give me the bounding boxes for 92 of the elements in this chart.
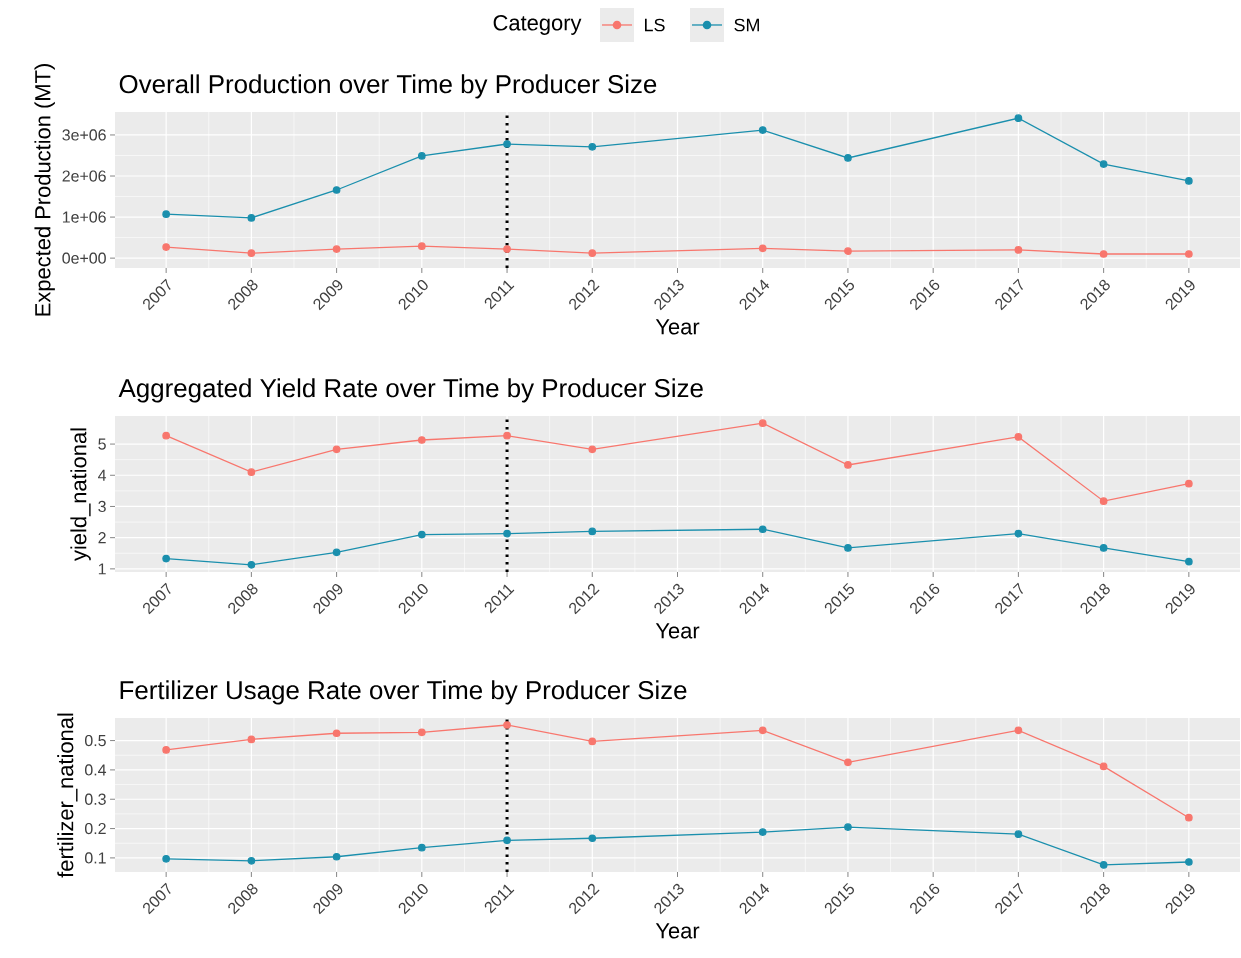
point <box>1185 557 1193 566</box>
point <box>758 828 767 836</box>
point <box>758 126 767 134</box>
point <box>758 726 767 735</box>
point <box>162 554 170 563</box>
point <box>1014 529 1023 538</box>
point <box>758 419 767 428</box>
point <box>1099 762 1108 771</box>
y-tick-label: 1 <box>98 563 106 575</box>
point <box>162 746 170 754</box>
point <box>332 245 341 253</box>
point <box>758 244 767 253</box>
y-tick-label: 2 <box>98 532 106 544</box>
point <box>1185 250 1193 258</box>
point <box>417 530 426 539</box>
x-axis-title: Year <box>655 923 700 939</box>
point <box>588 249 597 258</box>
y-tick-label: 1e+06 <box>62 211 106 223</box>
y-axis-title: Expected Production (MT) <box>34 64 55 316</box>
point <box>1014 830 1023 838</box>
point <box>503 721 511 729</box>
point <box>162 854 170 863</box>
point <box>332 445 341 454</box>
point <box>1185 858 1193 866</box>
point <box>1014 246 1023 254</box>
point <box>1185 813 1193 822</box>
point <box>417 436 426 444</box>
point <box>588 445 597 454</box>
point <box>844 758 852 767</box>
y-tick-label: 2e+06 <box>62 170 106 182</box>
legend-label: SM <box>734 18 759 32</box>
point <box>844 247 852 255</box>
y-tick-label: 0e+00 <box>62 252 106 264</box>
x-axis-title: Year <box>655 623 700 639</box>
point <box>162 210 170 219</box>
point <box>503 245 511 253</box>
point <box>1099 544 1108 552</box>
point <box>332 729 341 738</box>
point <box>247 735 256 744</box>
point <box>247 249 256 258</box>
point <box>1099 250 1108 258</box>
point <box>417 242 426 251</box>
point <box>503 836 511 845</box>
y-tick-label: 0.4 <box>84 764 107 776</box>
point <box>417 843 426 852</box>
chart-title: Fertilizer Usage Rate over Time by Producer Size <box>120 680 687 705</box>
y-tick-label: 0.5 <box>84 734 106 747</box>
legend-title: Category <box>493 15 582 35</box>
point <box>332 852 341 861</box>
chart-title: Overall Production over Time by Producer Size <box>119 74 657 99</box>
point <box>417 728 426 737</box>
y-axis-title: fertilizer_national <box>57 713 78 878</box>
point <box>162 431 170 440</box>
point <box>844 154 852 162</box>
y-tick-label: 4 <box>98 469 107 481</box>
point <box>758 525 767 534</box>
y-tick-label: 5 <box>98 438 106 450</box>
x-axis-title: Year <box>655 319 700 335</box>
y-axis-title: yield_national <box>70 428 91 561</box>
point <box>1014 433 1023 441</box>
point <box>162 243 170 251</box>
point <box>417 152 426 160</box>
y-tick-label: 0.1 <box>84 852 106 864</box>
legend-label: LS <box>644 18 665 32</box>
point <box>588 834 597 843</box>
y-tick-label: 3 <box>98 500 106 513</box>
point <box>503 140 511 148</box>
point <box>588 143 597 151</box>
point <box>503 431 511 440</box>
point <box>332 548 341 557</box>
point <box>844 823 852 831</box>
point <box>1099 160 1108 168</box>
y-tick-label: 0.2 <box>84 822 106 835</box>
chart-title: Aggregated Yield Rate over Time by Producer Size <box>118 378 703 403</box>
point <box>247 856 256 865</box>
y-tick-label: 3e+06 <box>62 129 106 141</box>
point <box>1099 497 1108 506</box>
point <box>247 214 256 222</box>
point <box>1099 861 1108 869</box>
point <box>247 468 256 476</box>
point <box>844 461 852 469</box>
y-tick-label: 0.3 <box>84 793 106 805</box>
point <box>1185 177 1193 185</box>
point <box>588 737 597 746</box>
point <box>844 544 852 552</box>
point <box>588 527 597 536</box>
point <box>1185 479 1193 488</box>
point <box>332 186 341 194</box>
point <box>1014 726 1023 735</box>
point <box>503 529 511 538</box>
point <box>247 560 256 569</box>
point <box>1014 114 1023 122</box>
